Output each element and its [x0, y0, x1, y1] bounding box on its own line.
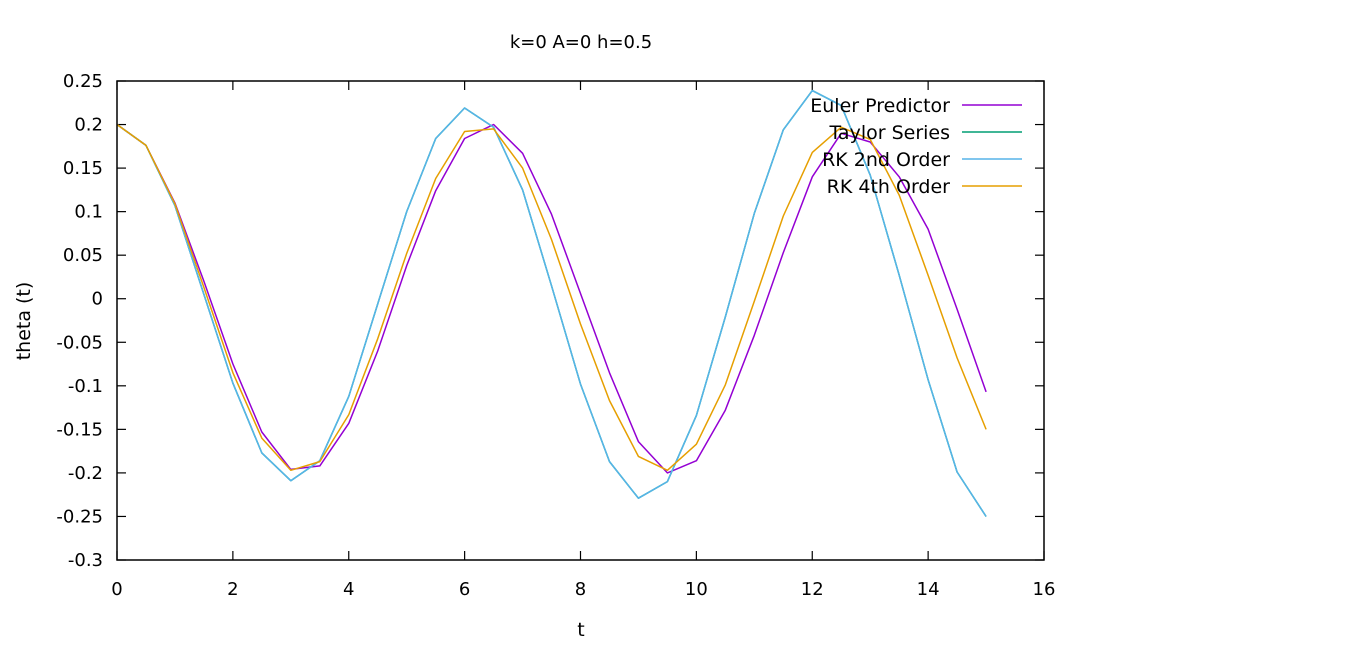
y-tick-label: -0.25: [56, 506, 103, 527]
legend-label: Euler Predictor: [810, 95, 950, 117]
x-tick-label: 16: [1033, 579, 1056, 600]
y-tick-label: 0.15: [63, 158, 103, 179]
series-line-1: [116, 123, 987, 474]
y-tick-label: -0.3: [68, 550, 103, 571]
y-tick-label: -0.15: [56, 419, 103, 440]
x-axis-label: t: [577, 619, 584, 641]
y-tick-label: 0.25: [63, 71, 103, 92]
series-line-4: [116, 123, 987, 472]
series-layer: [116, 89, 987, 517]
x-tick-label: 8: [575, 579, 586, 600]
y-tick-label: 0.05: [63, 245, 103, 266]
x-tick-label: 6: [459, 579, 470, 600]
y-tick-label: -0.2: [68, 463, 103, 484]
tick-labels: 0 2 4 6 8 10 12 14 16 0.25 0.2 0.15 0.1 0.05 0 -0.05 -0.…: [56, 71, 1055, 600]
legend-label: RK 2nd Order: [822, 149, 950, 171]
y-tick-label: 0.2: [74, 115, 103, 136]
series-line-3: [116, 89, 987, 517]
tick-marks: [116, 80, 1045, 561]
x-tick-label: 10: [685, 579, 708, 600]
legend-label: RK 4th Order: [827, 176, 951, 198]
x-tick-label: 0: [111, 579, 122, 600]
x-tick-label: 2: [227, 579, 238, 600]
x-tick-label: 4: [343, 579, 354, 600]
legend-label: Taylor Series: [828, 122, 950, 144]
y-tick-label: -0.05: [56, 332, 103, 353]
x-tick-label: 12: [801, 579, 824, 600]
legend: Euler Predictor Taylor Series RK 2nd Order…: [810, 95, 1022, 198]
plot-frame: [116, 80, 1045, 561]
y-tick-label: 0: [92, 289, 103, 310]
x-tick-label: 14: [917, 579, 940, 600]
y-tick-label: -0.1: [68, 376, 103, 397]
y-tick-label: 0.1: [74, 202, 103, 223]
chart-title: k=0 A=0 h=0.5: [510, 32, 652, 53]
y-axis-label: theta (t): [13, 282, 35, 361]
